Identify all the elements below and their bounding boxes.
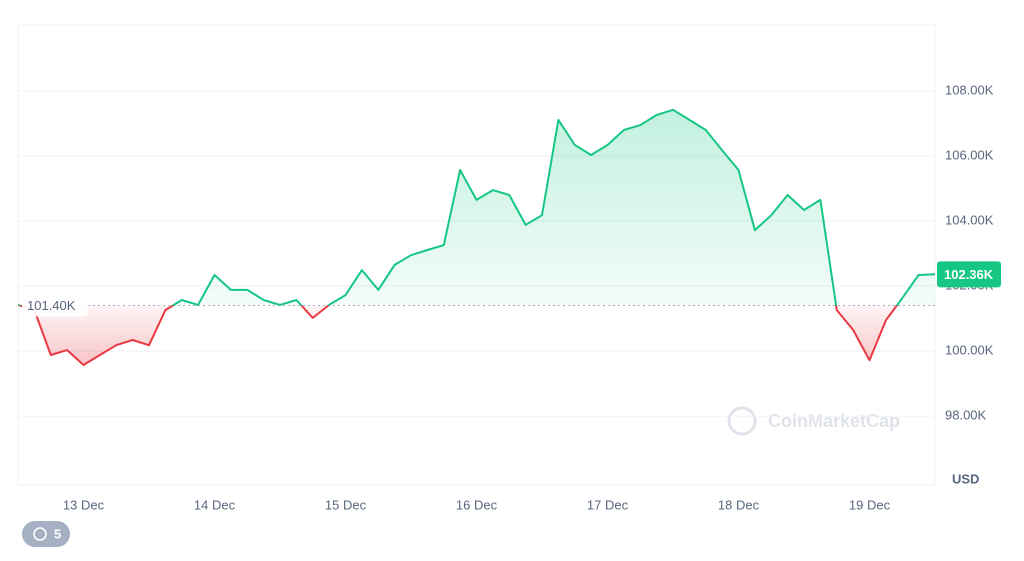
y-tick-label: 108.00K (945, 82, 994, 97)
watermark-text: CoinMarketCap (768, 411, 900, 431)
x-tick-label: 17 Dec (587, 497, 629, 512)
x-tick-label: 14 Dec (194, 497, 236, 512)
baseline-label: 101.40K (27, 298, 76, 313)
last-price-label: 102.36K (944, 267, 994, 282)
y-tick-label: 106.00K (945, 147, 994, 162)
y-tick-label: 98.00K (945, 408, 987, 423)
badge-icon (33, 527, 47, 541)
y-unit: USD (952, 471, 979, 486)
baseline-label-box (22, 294, 88, 317)
watermark: CoinMarketCap (727, 406, 900, 436)
last-price-box (937, 261, 1001, 288)
area (18, 109, 935, 365)
price-line (17, 108, 936, 366)
watermark-logo (727, 406, 757, 436)
badge-count: 5 (54, 526, 61, 541)
x-tick-label: 15 Dec (325, 497, 367, 512)
plot-border (17, 24, 936, 486)
x-tick-label: 13 Dec (63, 497, 105, 512)
y-tick-label: 100.00K (945, 343, 994, 358)
x-tick-label: 18 Dec (718, 497, 760, 512)
x-tick-label: 16 Dec (456, 497, 498, 512)
x-tick-label: 19 Dec (849, 497, 891, 512)
y-tick-label: 104.00K (945, 212, 994, 227)
